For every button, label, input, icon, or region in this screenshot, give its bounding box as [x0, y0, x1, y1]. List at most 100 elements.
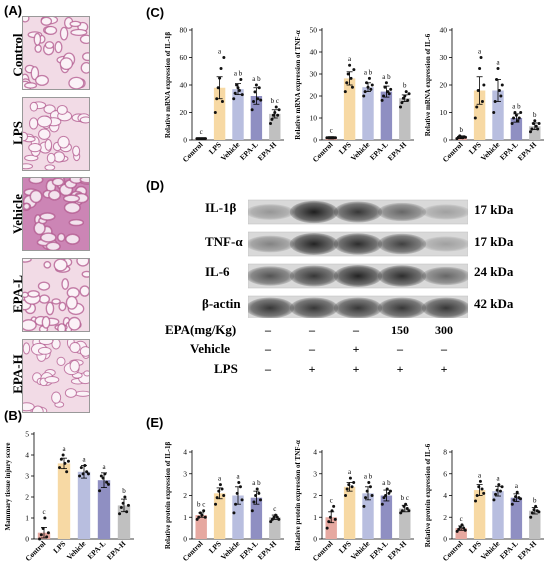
- alveolus: [58, 301, 67, 312]
- blot-band: [421, 266, 468, 286]
- data-point: [255, 487, 259, 491]
- blot-band: [377, 202, 427, 222]
- data-point: [514, 495, 518, 499]
- y-tick-label: 30: [440, 53, 448, 62]
- bar: [343, 78, 356, 140]
- data-point: [534, 504, 538, 508]
- alveolus: [59, 26, 69, 41]
- significance-letter: b: [459, 126, 463, 134]
- significance-letter: a b: [382, 479, 391, 487]
- data-point: [213, 111, 217, 114]
- significance-letter: b: [533, 111, 537, 119]
- data-point: [274, 513, 278, 517]
- data-point: [217, 489, 221, 493]
- alveolus: [51, 391, 62, 404]
- y-axis-label: Relative mRNA expression of IL-1β: [164, 32, 172, 139]
- chart-c-tnfa-mrna: 0 10 20 30 40 50 Relative mRNA expression of T…: [294, 26, 414, 164]
- data-point: [41, 527, 45, 530]
- alveolus: [45, 241, 61, 250]
- data-point: [364, 496, 368, 500]
- alveolus: [44, 164, 56, 170]
- data-point: [497, 483, 501, 487]
- data-point: [215, 496, 219, 500]
- x-tick-label: EPA-L: [238, 140, 260, 162]
- significance-letter: b c: [401, 494, 409, 502]
- alveolus: [44, 375, 60, 384]
- data-point: [203, 137, 207, 141]
- alveolus: [29, 101, 39, 112]
- x-tick-label: Vehicle: [65, 539, 88, 562]
- data-point: [383, 85, 387, 89]
- alveolus: [79, 346, 89, 357]
- data-point: [531, 122, 535, 125]
- alveolus: [28, 117, 39, 130]
- data-point: [65, 470, 69, 474]
- histology-svg-1: [23, 98, 89, 170]
- data-point: [269, 122, 273, 125]
- bar: [529, 510, 541, 539]
- data-point: [254, 494, 258, 497]
- significance-letter: a: [236, 472, 240, 480]
- bar: [529, 126, 541, 140]
- alveolus: [38, 294, 51, 304]
- bar: [250, 497, 263, 539]
- significance-letter: c: [330, 496, 333, 504]
- data-point: [250, 108, 254, 112]
- data-point: [404, 502, 408, 506]
- data-point: [240, 498, 244, 502]
- x-tick-label: LPS: [51, 539, 67, 555]
- alveolus: [51, 298, 61, 305]
- data-point: [121, 501, 125, 505]
- y-tick-label: 0: [183, 136, 187, 145]
- histology-image-epa-h: [22, 339, 90, 413]
- y-tick-label: 40: [440, 26, 448, 35]
- data-point: [101, 476, 105, 480]
- data-point: [38, 537, 42, 541]
- data-point: [269, 520, 273, 524]
- alveolus: [44, 138, 53, 151]
- treatment-cell: –: [265, 323, 271, 337]
- y-tick-label: 4: [183, 448, 187, 457]
- data-point: [327, 520, 331, 524]
- data-point: [233, 91, 237, 95]
- data-point: [479, 56, 483, 59]
- data-point: [250, 509, 254, 513]
- bar: [492, 491, 504, 539]
- treatment-cell: +: [352, 362, 360, 376]
- data-point: [482, 491, 486, 495]
- significance-letter: c: [273, 505, 276, 513]
- y-tick-label: 6: [443, 469, 447, 478]
- bar: [213, 87, 226, 140]
- alveolus: [46, 152, 56, 164]
- data-point: [258, 498, 262, 502]
- alveolus: [69, 341, 81, 354]
- alveolus: [37, 346, 52, 355]
- alveolus: [31, 405, 44, 412]
- data-point: [345, 81, 349, 85]
- y-tick-label: 80: [180, 26, 188, 35]
- bar: [473, 490, 486, 539]
- y-tick-label: 60: [180, 53, 188, 62]
- data-point: [387, 491, 391, 495]
- data-point: [352, 68, 356, 72]
- blot-band: [333, 233, 383, 255]
- data-point: [83, 464, 87, 467]
- data-point: [512, 116, 516, 120]
- alveolus: [51, 178, 65, 187]
- data-point: [103, 472, 107, 476]
- data-point: [492, 111, 496, 114]
- alveolus: [34, 44, 42, 53]
- data-point: [105, 480, 109, 484]
- treatment-cell: –: [441, 342, 447, 356]
- data-point: [537, 510, 541, 514]
- significance-letter: a: [62, 445, 66, 453]
- x-tick-label: EPA-H: [516, 140, 539, 163]
- y-tick-label: 0: [443, 535, 447, 544]
- bar: [57, 463, 71, 539]
- alveolus: [67, 316, 82, 331]
- significance-letter: a b: [234, 70, 243, 78]
- data-point: [367, 480, 371, 484]
- alveolus: [80, 61, 89, 74]
- data-point: [59, 457, 63, 461]
- data-point: [216, 86, 220, 90]
